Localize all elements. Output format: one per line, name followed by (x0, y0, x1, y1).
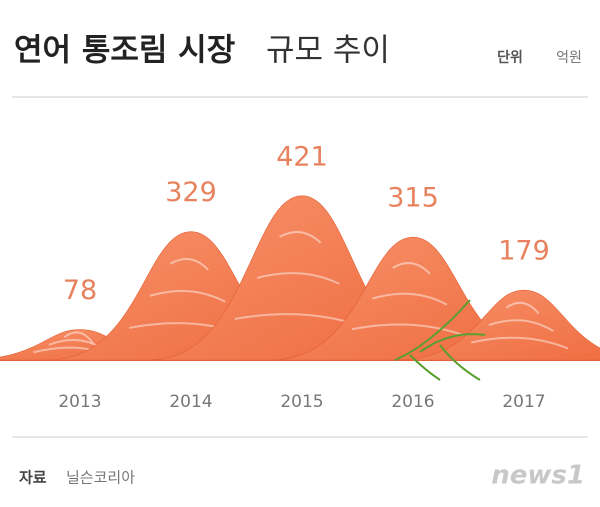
mountain (396, 289, 600, 361)
stripe (471, 336, 569, 350)
x-tick-label: 2013 (58, 392, 101, 412)
plot (0, 195, 600, 361)
x-tick-label: 2014 (169, 392, 212, 412)
x-tick-label: 2016 (391, 392, 434, 412)
title-regular: 규모 추이 (266, 33, 390, 69)
stripe (149, 290, 226, 303)
source: 닐슨코리아 (66, 469, 135, 487)
source-label: 자료 (19, 469, 47, 487)
value-label: 421 (276, 141, 328, 172)
stripe (372, 292, 448, 306)
stripe (488, 319, 554, 332)
unit: 억원 (556, 50, 582, 66)
value-label: 78 (63, 275, 97, 306)
stripe (256, 272, 340, 285)
title-bold: 연어 통조림 시장 (14, 33, 235, 69)
stripe (63, 331, 94, 344)
value-label: 329 (165, 177, 217, 208)
unit-label: 단위 (497, 49, 523, 66)
stripe (169, 257, 209, 271)
stripe (505, 301, 540, 315)
x-tick-label: 2015 (280, 392, 323, 412)
stripe (351, 323, 465, 337)
baseline-fill (0, 360, 600, 361)
value-label: 315 (387, 183, 439, 214)
x-tick-label: 2017 (502, 392, 545, 412)
stripe (279, 231, 322, 244)
stripe (392, 262, 431, 275)
logo: news1 (491, 461, 585, 491)
value-label: 179 (498, 236, 550, 267)
herb (394, 299, 486, 381)
